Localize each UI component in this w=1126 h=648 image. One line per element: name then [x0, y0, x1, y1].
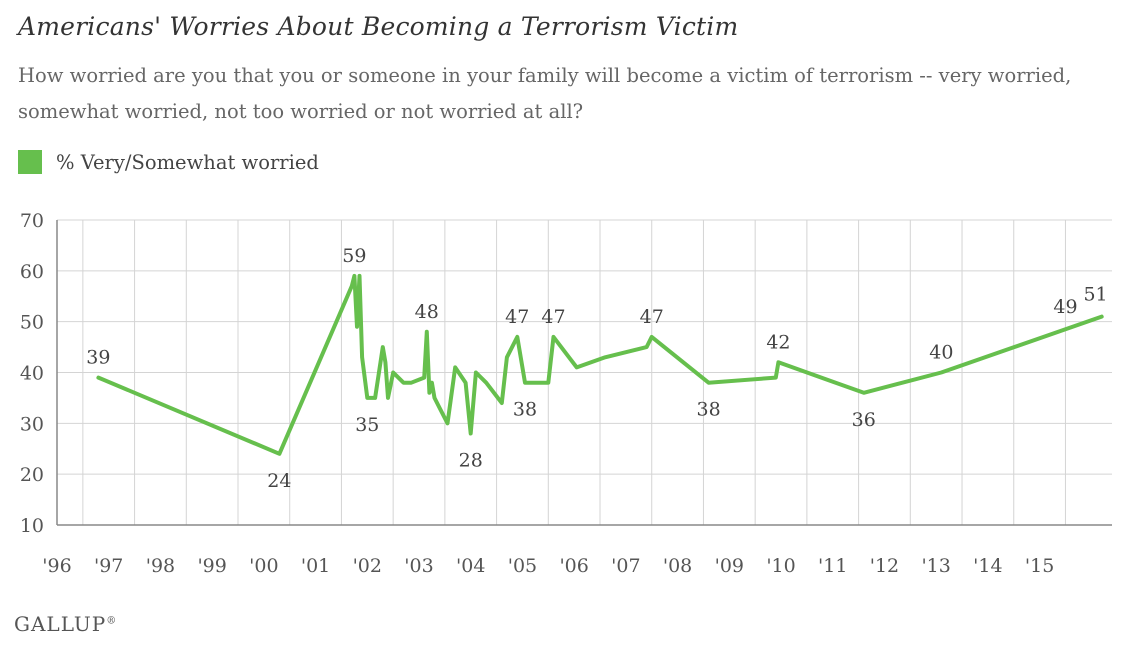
legend-label: % Very/Somewhat worried: [56, 150, 319, 174]
y-tick-label: 60: [20, 261, 44, 283]
x-tick-label: '01: [301, 555, 330, 577]
chart-title: Americans' Worries About Becoming a Terr…: [18, 12, 739, 41]
x-tick-label: '14: [973, 555, 1002, 577]
x-tick-label: '00: [249, 555, 278, 577]
x-tick-label: '05: [508, 555, 537, 577]
data-label: 38: [697, 399, 721, 421]
x-tick-label: '98: [146, 555, 175, 577]
y-tick-label: 50: [20, 312, 44, 334]
chart-subtitle: How worried are you that you or someone …: [18, 64, 1072, 123]
x-tick-label: '13: [921, 555, 950, 577]
x-tick-label: '08: [663, 555, 692, 577]
x-tick-label: '99: [197, 555, 226, 577]
y-tick-label: 30: [20, 413, 44, 435]
legend: % Very/Somewhat worried: [18, 150, 319, 174]
x-tick-label: '12: [870, 555, 899, 577]
data-label: 47: [640, 306, 664, 328]
data-label: 40: [929, 342, 953, 364]
brand-name: GALLUP: [14, 612, 107, 636]
series-line: [96, 273, 1104, 456]
x-tick-label: '04: [456, 555, 485, 577]
x-tick-label: '97: [94, 555, 123, 577]
x-tick-label: '10: [766, 555, 795, 577]
x-tick-label: '07: [611, 555, 640, 577]
data-label: 59: [342, 245, 366, 267]
x-tick-label: '15: [1025, 555, 1054, 577]
x-tick-label: '02: [353, 555, 382, 577]
y-tick-label: 20: [20, 464, 44, 486]
data-label: 47: [541, 306, 565, 328]
data-label: 42: [766, 331, 790, 353]
legend-swatch: [18, 150, 42, 174]
y-tick-label: 10: [20, 515, 44, 537]
data-label: 36: [852, 409, 876, 431]
data-label: 47: [505, 306, 529, 328]
gallup-logo: GALLUP®: [14, 612, 117, 636]
data-label: 24: [267, 470, 291, 492]
y-tick-label: 40: [20, 363, 44, 385]
x-tick-label: '03: [404, 555, 433, 577]
data-label: 35: [355, 414, 379, 436]
x-tick-label: '06: [559, 555, 588, 577]
data-label: 38: [513, 399, 537, 421]
brand-mark: ®: [106, 615, 118, 627]
x-tick-label: '11: [818, 555, 847, 577]
data-label: 51: [1083, 284, 1107, 306]
data-label: 49: [1053, 296, 1077, 318]
x-tick-label: '09: [715, 555, 744, 577]
x-tick-label: '96: [42, 555, 71, 577]
data-label: 39: [86, 347, 110, 369]
data-label: 48: [415, 301, 439, 323]
y-tick-label: 70: [20, 210, 44, 232]
data-label: 28: [459, 450, 483, 472]
